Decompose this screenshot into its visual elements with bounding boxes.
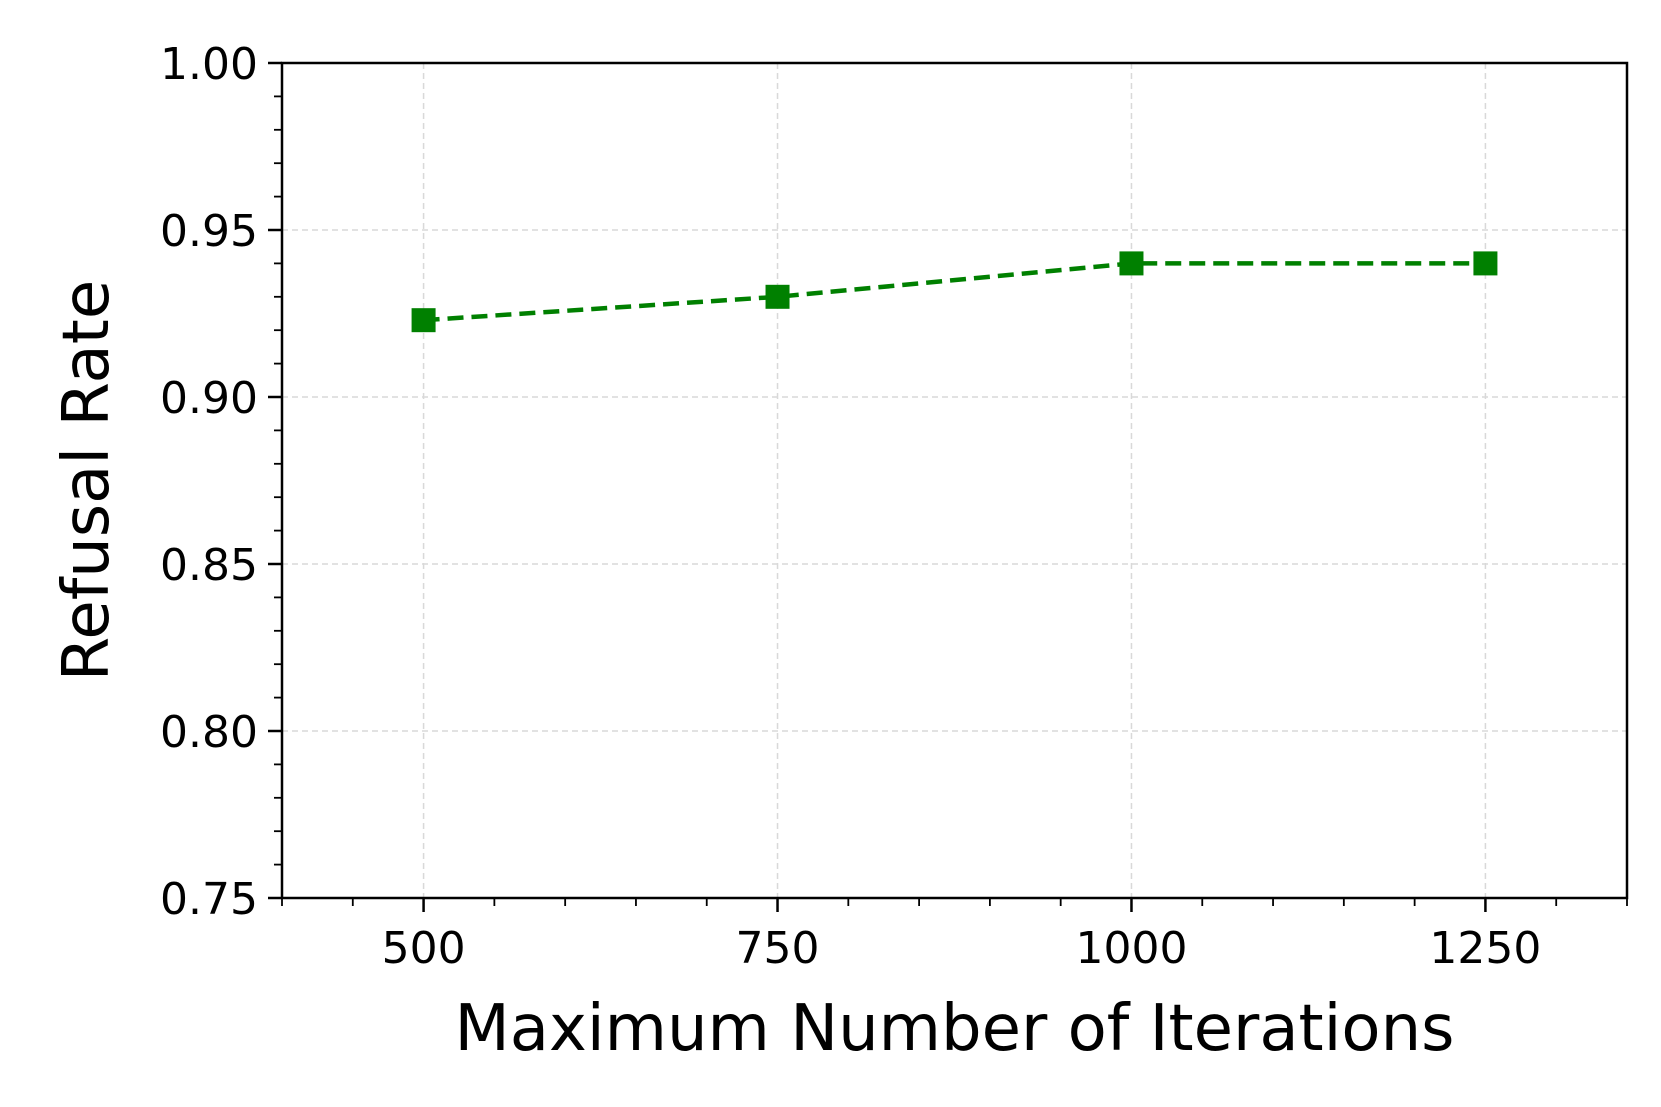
y-tick-label: 0.85 [160, 540, 258, 591]
series-line [423, 261, 1486, 323]
data-point-marker [1473, 251, 1498, 276]
y-axis-title: Refusal Rate [50, 280, 124, 682]
plot-frame [280, 61, 1629, 900]
y-tick-label: 0.75 [160, 874, 258, 925]
y-tick-label: 0.95 [160, 206, 258, 257]
y-tick-label: 0.80 [160, 707, 258, 758]
x-tick-label: 500 [382, 923, 466, 974]
x-axis-title: Maximum Number of Iterations [455, 992, 1455, 1066]
x-tick-label: 1250 [1429, 923, 1541, 974]
data-point-marker [765, 284, 790, 309]
major-ticks [268, 61, 1487, 912]
series-layer [411, 251, 1498, 333]
data-point-marker [1119, 251, 1144, 276]
x-tick-label: 750 [736, 923, 820, 974]
grid-lines [282, 62, 1627, 899]
y-tick-label: 0.90 [160, 373, 258, 424]
y-tick-label: 1.00 [160, 39, 258, 90]
data-point-marker [411, 308, 436, 333]
tick-labels: 500 750 1000 1250 0.75 0.80 0.85 0.90 0.95 1.00 [160, 39, 1541, 974]
x-tick-label: 1000 [1075, 923, 1187, 974]
minor-ticks [274, 95, 1628, 906]
